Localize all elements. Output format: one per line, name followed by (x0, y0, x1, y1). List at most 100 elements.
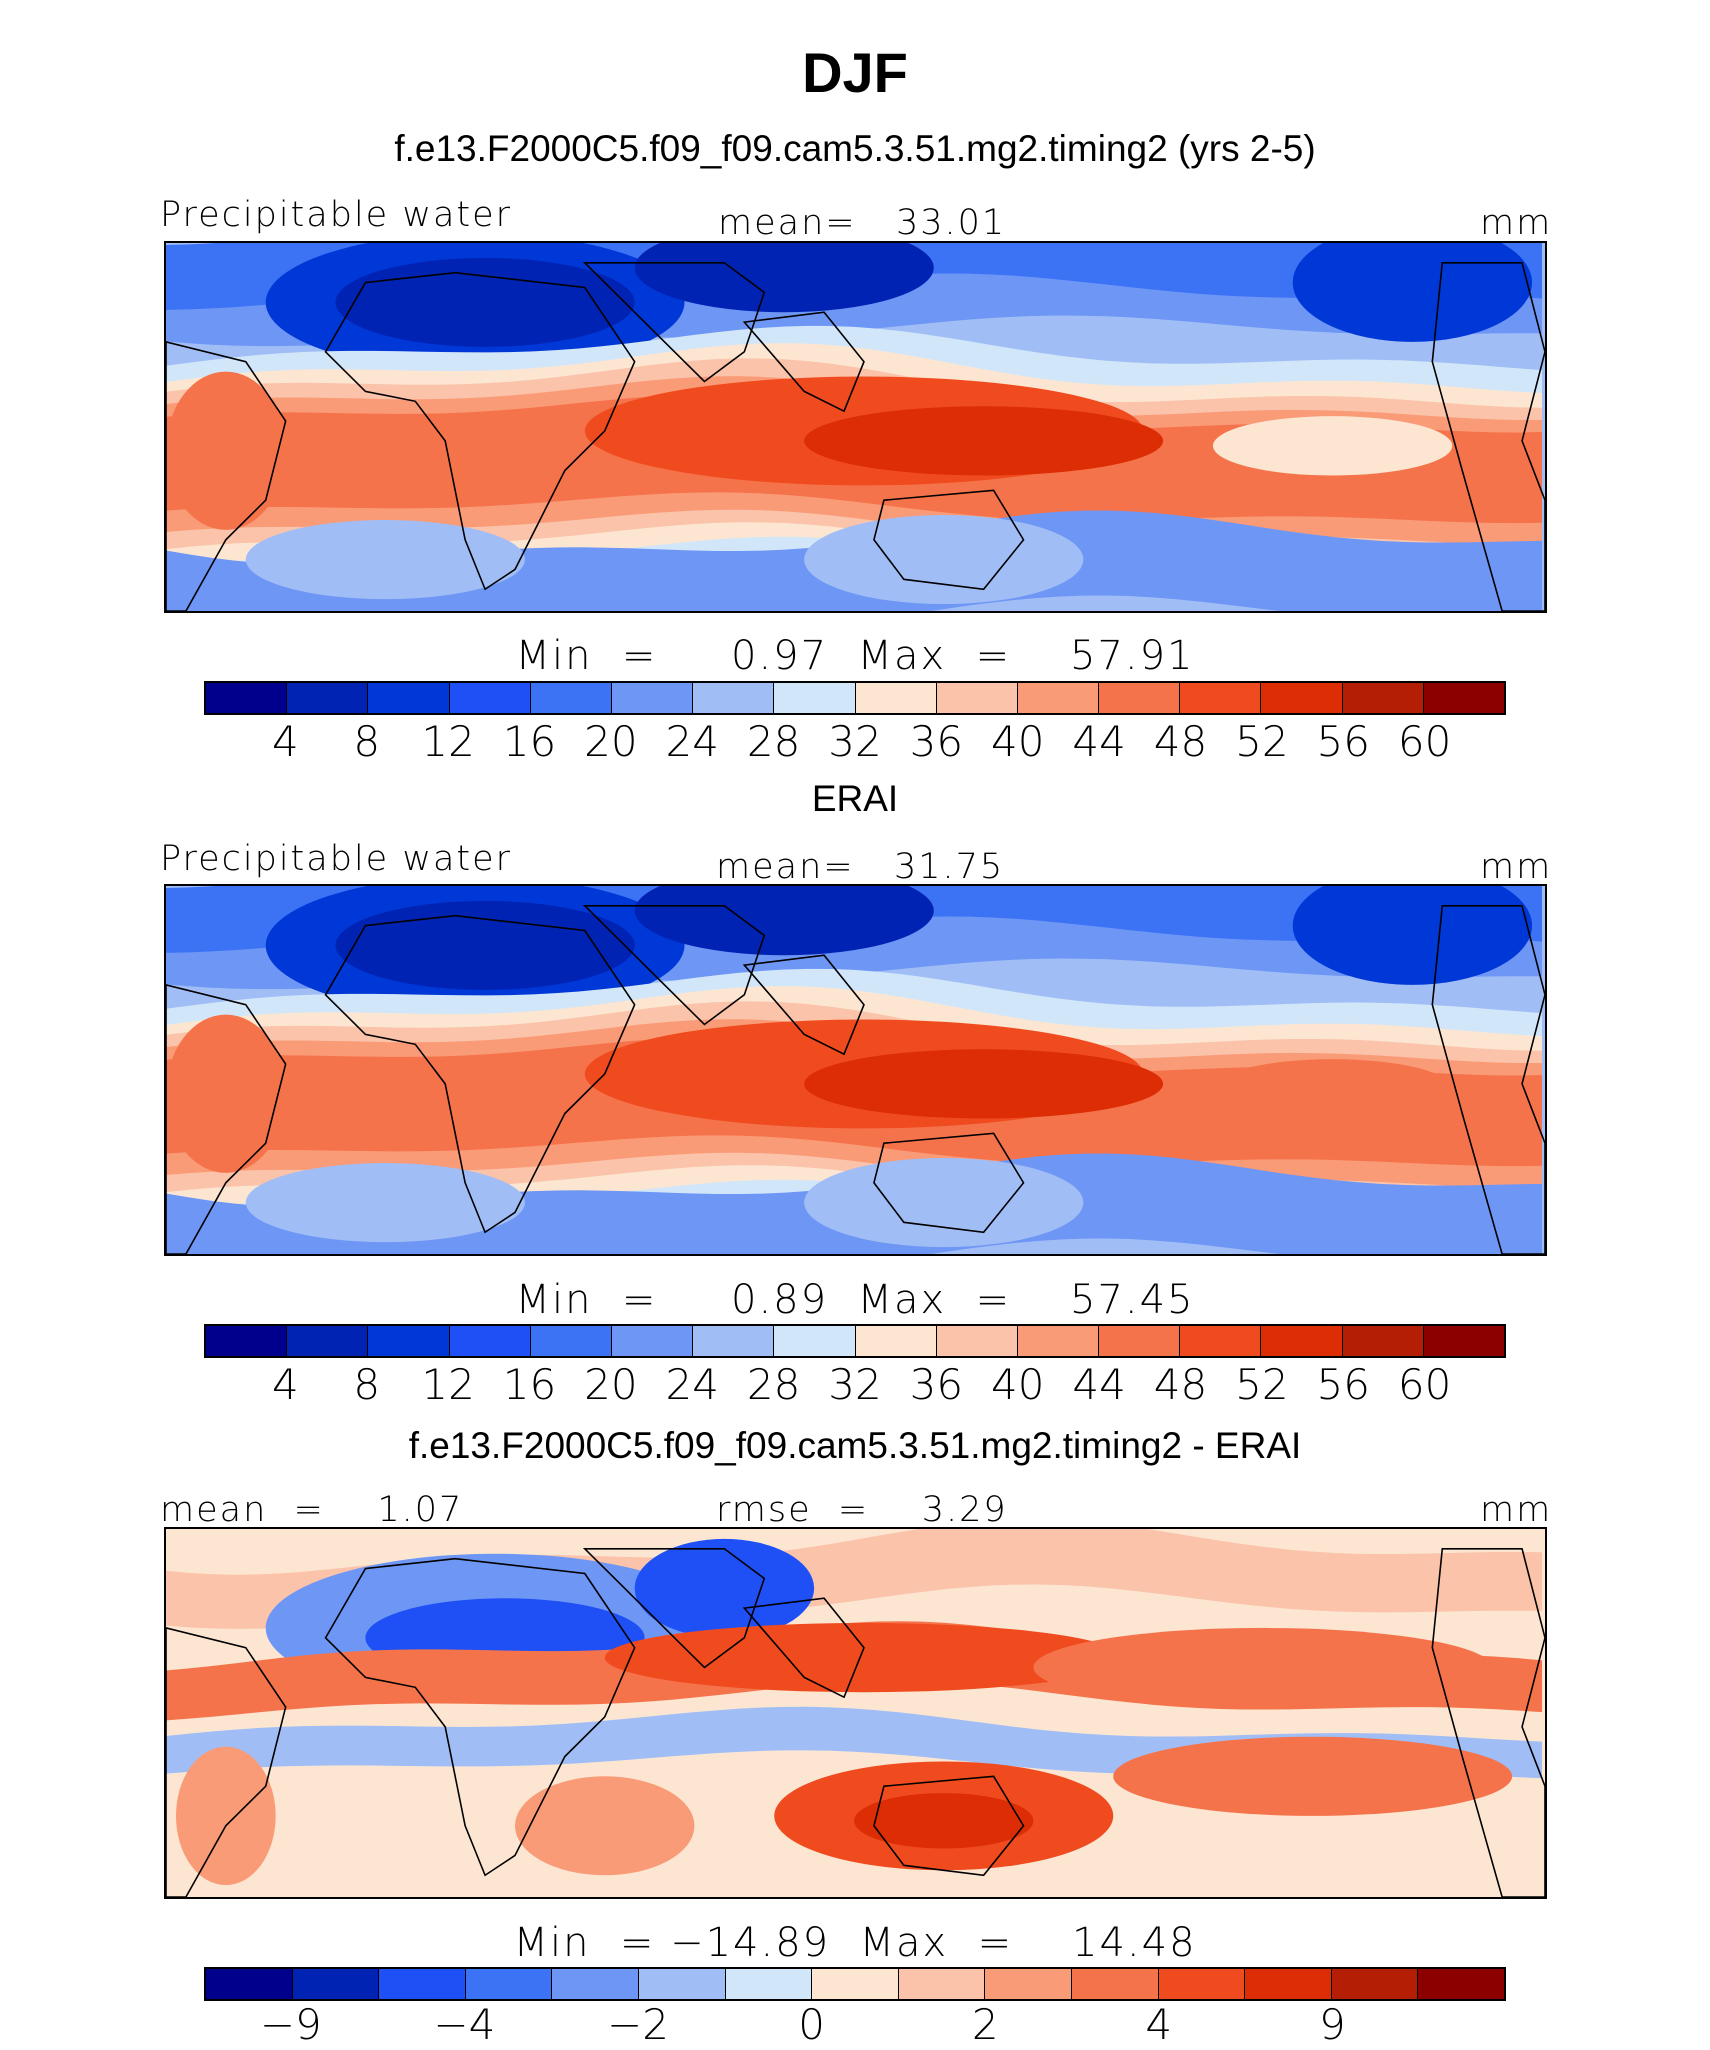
panel-1-units-label: mm (1480, 203, 1553, 243)
figure-title: DJF (802, 41, 908, 104)
panel-1-variable-label: Precipitable water (160, 195, 513, 235)
coastline (873, 1132, 1025, 1234)
colorbar-box (1099, 1326, 1181, 1356)
coastline (582, 261, 766, 383)
colorbar-tick-label: 44 (1072, 1360, 1126, 1409)
colorbar-tick-label: 36 (909, 717, 964, 766)
contour-region (804, 515, 1084, 605)
colorbar-tick-label: 36 (909, 1360, 964, 1409)
colorbar-1-ticks: 4 8 12 16 20 24 28 32 36 40 44 48 52 56 60 (204, 717, 1506, 767)
panel-3-minmax: Min = −14.89 Max = 14.48 (513, 1920, 1197, 1966)
colorbar-2 (204, 1324, 1506, 1358)
panel-1-minmax: Min = 0.97 Max = 57.91 (515, 633, 1195, 679)
colorbar-tick-label: 20 (584, 717, 638, 766)
colorbar-tick-label: 4 (272, 717, 299, 766)
colorbar-box (936, 1326, 1018, 1356)
panel-2-map (164, 884, 1547, 1256)
contour-region (1212, 416, 1453, 476)
colorbar-box (1017, 1326, 1100, 1356)
coastline (742, 311, 865, 413)
colorbar-tick-label: 16 (502, 1360, 557, 1409)
coastline (582, 904, 766, 1026)
colorbar-box (449, 683, 531, 713)
coastline (1431, 904, 1545, 1254)
colorbar-box (1180, 1326, 1262, 1356)
colorbar-tick-label: 56 (1316, 717, 1370, 766)
coastline (1431, 261, 1545, 611)
panel-1-map (164, 241, 1547, 613)
colorbar-tick-label: 12 (421, 1360, 475, 1409)
colorbar-tick-label: 24 (665, 1360, 719, 1409)
coastline (166, 341, 287, 611)
colorbar-box (1342, 683, 1424, 713)
colorbar-box (1342, 1326, 1424, 1356)
colorbar-tick-label: 48 (1153, 717, 1208, 766)
coastline (324, 1557, 636, 1877)
colorbar-tick-label: 32 (828, 717, 882, 766)
colorbar-box (530, 1326, 612, 1356)
colorbar-box (693, 1326, 775, 1356)
colorbar-box (287, 683, 369, 713)
colorbar-tick-label: 60 (1397, 1360, 1452, 1409)
colorbar-tick-label: 52 (1235, 1360, 1289, 1409)
colorbar-box (465, 1969, 553, 1999)
colorbar-box (1423, 683, 1504, 713)
contour-region (1033, 1627, 1493, 1708)
colorbar-tick-label: 16 (502, 717, 557, 766)
coastline (166, 984, 287, 1254)
colorbar-box (812, 1969, 899, 1999)
colorbar-box (1423, 1326, 1504, 1356)
panel-1-map-svg (166, 243, 1545, 611)
colorbar-box (774, 1326, 856, 1356)
colorbar-2-ticks: 4 8 12 16 20 24 28 32 36 40 44 48 52 56 60 (204, 1360, 1506, 1410)
colorbar-box (693, 683, 775, 713)
colorbar-box (1180, 683, 1262, 713)
colorbar-box (611, 1326, 694, 1356)
contour-region (166, 1014, 286, 1173)
contour-region (804, 1049, 1164, 1119)
colorbar-tick-label: −9 (259, 2000, 322, 2049)
colorbar-box (936, 683, 1018, 713)
colorbar-box (1331, 1969, 1419, 1999)
contour-region (634, 886, 934, 956)
contour-region (804, 1158, 1084, 1248)
panel-2-variable-label: Precipitable water (160, 839, 513, 879)
colorbar-tick-label: 9 (1319, 2000, 1346, 2049)
colorbar-box (855, 1326, 937, 1356)
contour-region (335, 900, 635, 990)
colorbar-tick-label: 32 (828, 1360, 882, 1409)
panel-2-units-label: mm (1480, 847, 1553, 887)
colorbar-box (1418, 1969, 1504, 1999)
colorbar-tick-label: 0 (798, 2000, 825, 2049)
contour-region (1292, 243, 1533, 342)
coastline (873, 1775, 1025, 1877)
panel-3-rmse-label: rmse = 3.29 (716, 1490, 1008, 1530)
contour-region (1292, 886, 1533, 985)
colorbar-box (530, 683, 612, 713)
colorbar-box (368, 683, 450, 713)
contour-region (1113, 1736, 1513, 1816)
colorbar-box (774, 683, 856, 713)
colorbar-tick-label: 44 (1072, 717, 1126, 766)
colorbar-box (368, 1326, 450, 1356)
colorbar-tick-label: −2 (607, 2000, 669, 2049)
colorbar-box (725, 1969, 813, 1999)
contour-region (245, 1162, 525, 1243)
colorbar-tick-label: 8 (353, 1360, 381, 1409)
coastline (324, 271, 636, 591)
colorbar-tick-label: 28 (746, 1360, 801, 1409)
contour-region (175, 1746, 276, 1886)
coastline (873, 489, 1025, 591)
colorbar-tick-label: 40 (991, 717, 1045, 766)
colorbar-tick-label: 52 (1235, 717, 1289, 766)
colorbar-box (206, 1326, 288, 1356)
colorbar-1 (204, 681, 1506, 715)
contour-region (804, 406, 1164, 476)
colorbar-box (638, 1969, 726, 1999)
panel-2-title: ERAI (811, 778, 899, 819)
contour-region (245, 519, 525, 600)
contour-region (166, 371, 286, 530)
contour-region (335, 257, 635, 347)
colorbar-box (1071, 1969, 1159, 1999)
colorbar-box (379, 1969, 466, 1999)
